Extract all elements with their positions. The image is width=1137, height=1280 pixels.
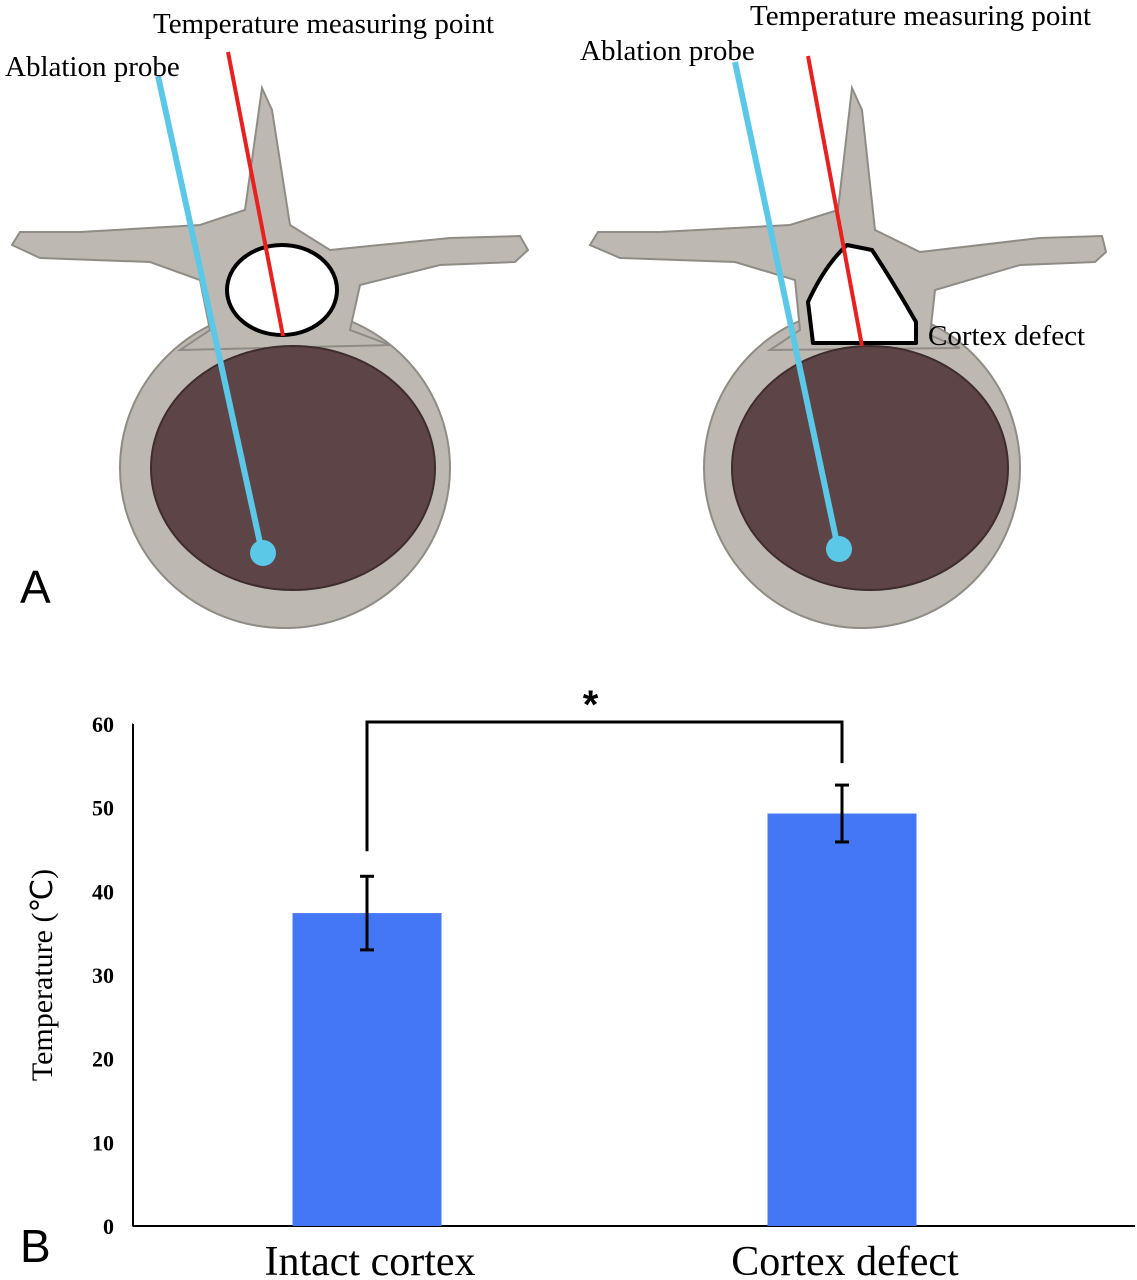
vertebral-arch [588, 84, 1108, 352]
probe-line [155, 75, 265, 553]
y-tick-label: 30 [92, 963, 114, 988]
panel-label: B [20, 1220, 51, 1272]
panel-label: A [20, 561, 51, 613]
thermometer-line [806, 55, 864, 347]
y-tick-label: 20 [92, 1047, 114, 1072]
defect-label: Cortex defect [928, 320, 1085, 352]
probe-line [732, 61, 841, 549]
probe-tip [250, 540, 276, 566]
y-tick-label: 0 [103, 1214, 114, 1239]
probe-tip [826, 536, 852, 562]
significance-bracket [365, 720, 844, 852]
thermometer-line [226, 51, 285, 337]
vertebra-defect: Ablation probe Temperature measuring poi… [580, 0, 1108, 629]
vertebral-arch [10, 84, 530, 352]
y-tick-label: 40 [92, 879, 114, 904]
point-label: Temperature measuring point [750, 0, 1091, 32]
y-tick-label: 10 [92, 1130, 114, 1155]
vertebral-body-inner [731, 345, 1009, 591]
x-tick-label: Cortex defect [731, 1239, 959, 1280]
y-tick-label: 60 [92, 712, 114, 737]
bar [292, 913, 442, 1226]
significance-mark: * [583, 683, 599, 727]
x-tick-label: Intact cortex [264, 1239, 475, 1280]
y-tick-label: 50 [92, 796, 114, 821]
probe-label: Ablation probe [580, 35, 755, 67]
spinal-canal-defect [806, 243, 918, 345]
probe-label: Ablation probe [5, 51, 180, 83]
bar-chart: 0 10 20 30 40 50 60 Temperature (℃) Intact corte… [26, 683, 1135, 1280]
y-axis-label: Temperature (℃) [26, 869, 59, 1081]
vertebral-body-inner [150, 345, 436, 591]
point-label: Temperature measuring point [153, 8, 494, 40]
bar [767, 813, 917, 1226]
vertebra-intact: Ablation probe Temperature measuring poi… [5, 8, 530, 629]
